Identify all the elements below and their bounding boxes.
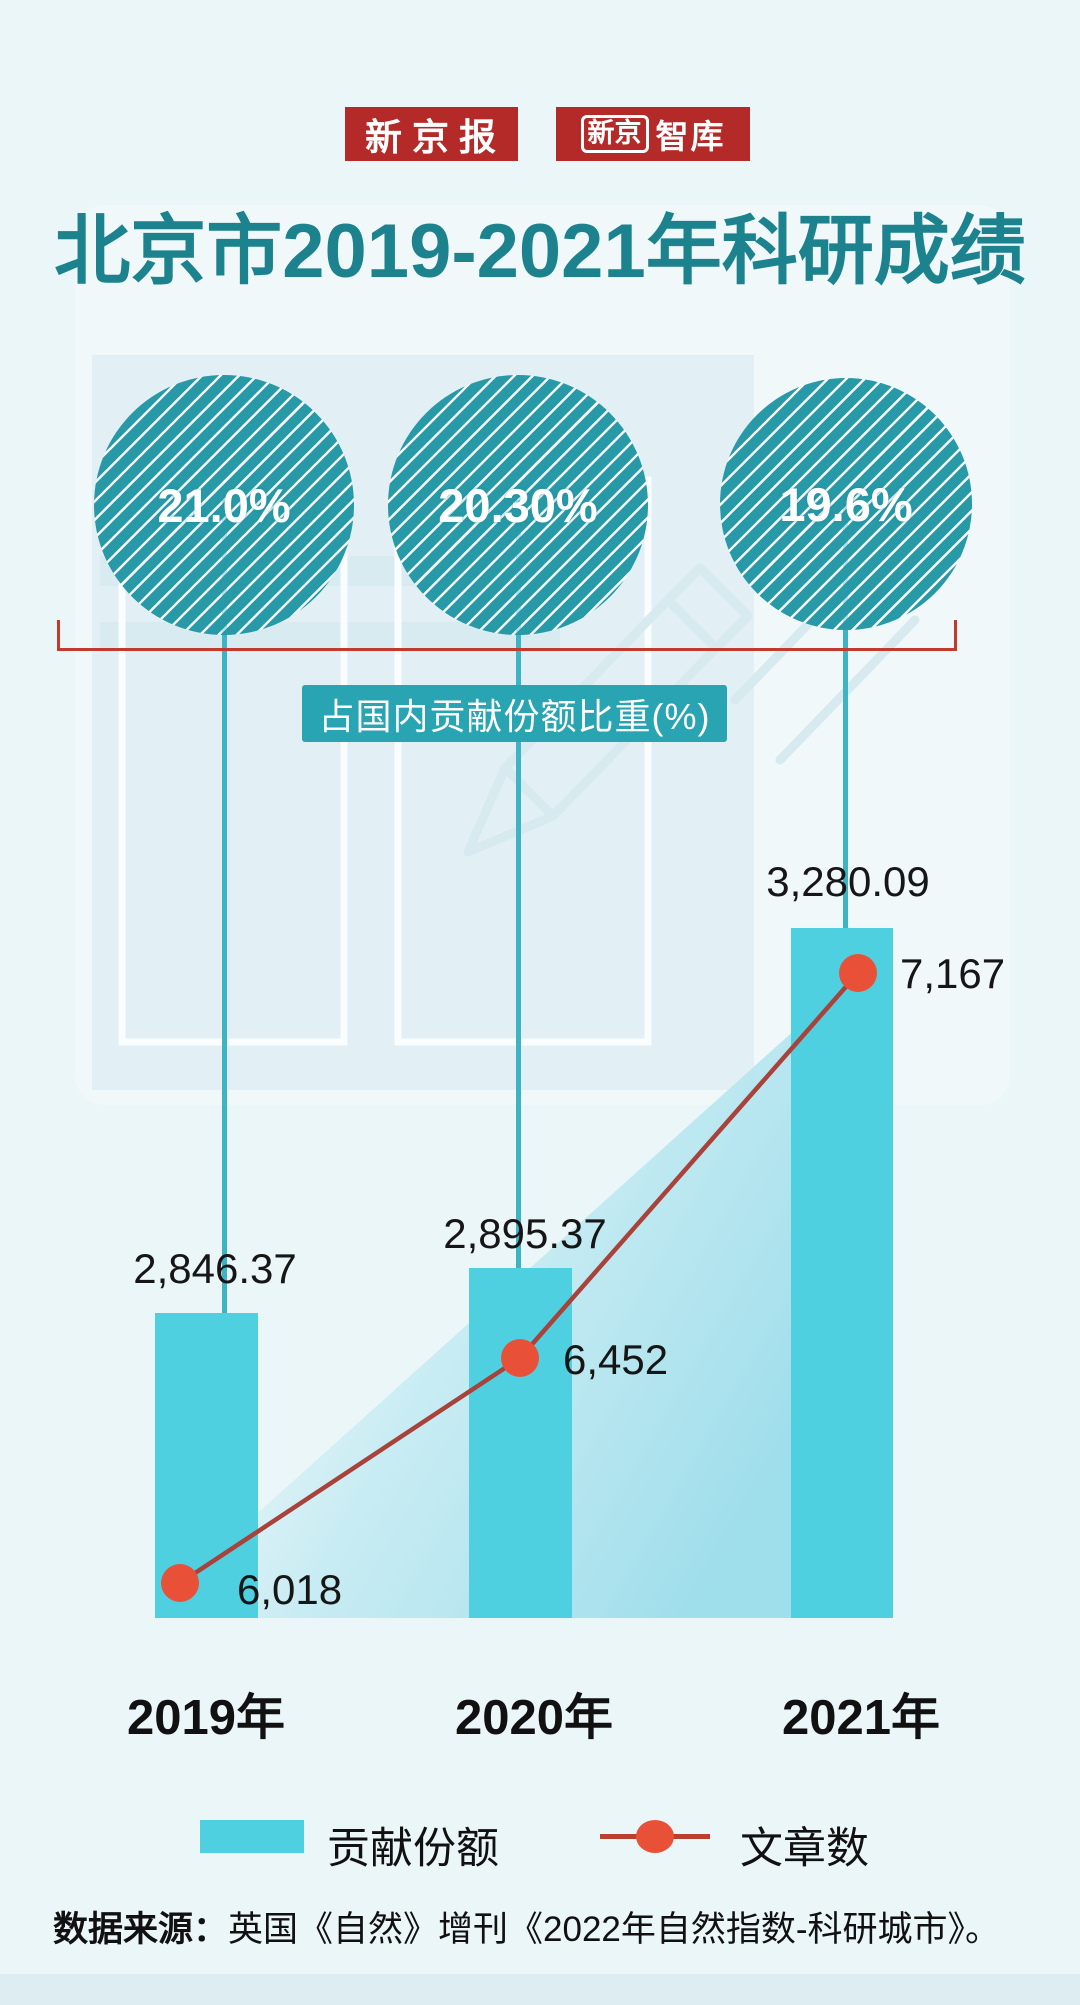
line-dot-2020 [501, 1339, 539, 1377]
bottom-strip [0, 1974, 1080, 2005]
line-dot-2021 [839, 954, 877, 992]
line-value-2020: 6,452 [563, 1336, 669, 1383]
legend-line-label: 文章数 [740, 1825, 869, 1873]
bar-2020 [469, 1268, 572, 1618]
drop-line-2019 [222, 500, 227, 1313]
x-label-2019: 2019年 [126, 1691, 286, 1745]
x-label-2020: 2020年 [454, 1691, 614, 1745]
share-value-2021: 19.6% [779, 477, 913, 531]
data-source-text: 英国《自然》增刊《2022年自然指数-科研城市》。 [228, 1910, 1001, 1949]
bar-2021 [791, 928, 893, 1618]
line-dot-2019 [161, 1564, 199, 1602]
thinktank-logo-text: 智库 [655, 118, 726, 155]
share-value-2019: 21.0% [157, 478, 291, 532]
thinktank-logo-boxed-text: 新京 [580, 115, 649, 153]
bracket-tick-right [954, 620, 957, 649]
bar-value-2019: 2,846.37 [133, 1245, 297, 1292]
legend-line-dot [636, 1820, 674, 1853]
share-value-2020: 20.30% [438, 478, 598, 532]
share-circle-2019: 21.0% [94, 375, 354, 635]
share-circle-2020: 20.30% [388, 375, 648, 635]
line-value-2021: 7,167 [900, 950, 1006, 997]
bracket-tick-left [57, 620, 60, 649]
data-source: 数据来源：英国《自然》增刊《2022年自然指数-科研城市》。 [53, 1901, 1000, 1952]
beijing-news-logo-text: 新京报 [365, 117, 506, 158]
bracket-line [57, 648, 957, 651]
legend-bar-swatch [200, 1820, 304, 1853]
bar-value-2021: 3,280.09 [766, 858, 930, 905]
legend-bar-label: 贡献份额 [327, 1825, 499, 1873]
xinjing-thinktank-logo: 新京 智库 [556, 107, 750, 161]
beijing-news-logo: 新京报 [345, 107, 518, 161]
x-label-2021: 2021年 [781, 1691, 941, 1745]
page-title: 北京市2019-2021年科研成绩 [54, 209, 1026, 294]
line-value-2019: 6,018 [237, 1566, 343, 1613]
data-source-label: 数据来源： [53, 1910, 229, 1949]
share-circle-2021: 19.6% [720, 378, 972, 630]
share-label-pill: 占国内贡献份额比重(%) [302, 685, 727, 742]
bar-value-2020: 2,895.37 [443, 1210, 607, 1257]
drop-line-2021 [843, 500, 848, 928]
drop-line-2020 [516, 500, 521, 1268]
